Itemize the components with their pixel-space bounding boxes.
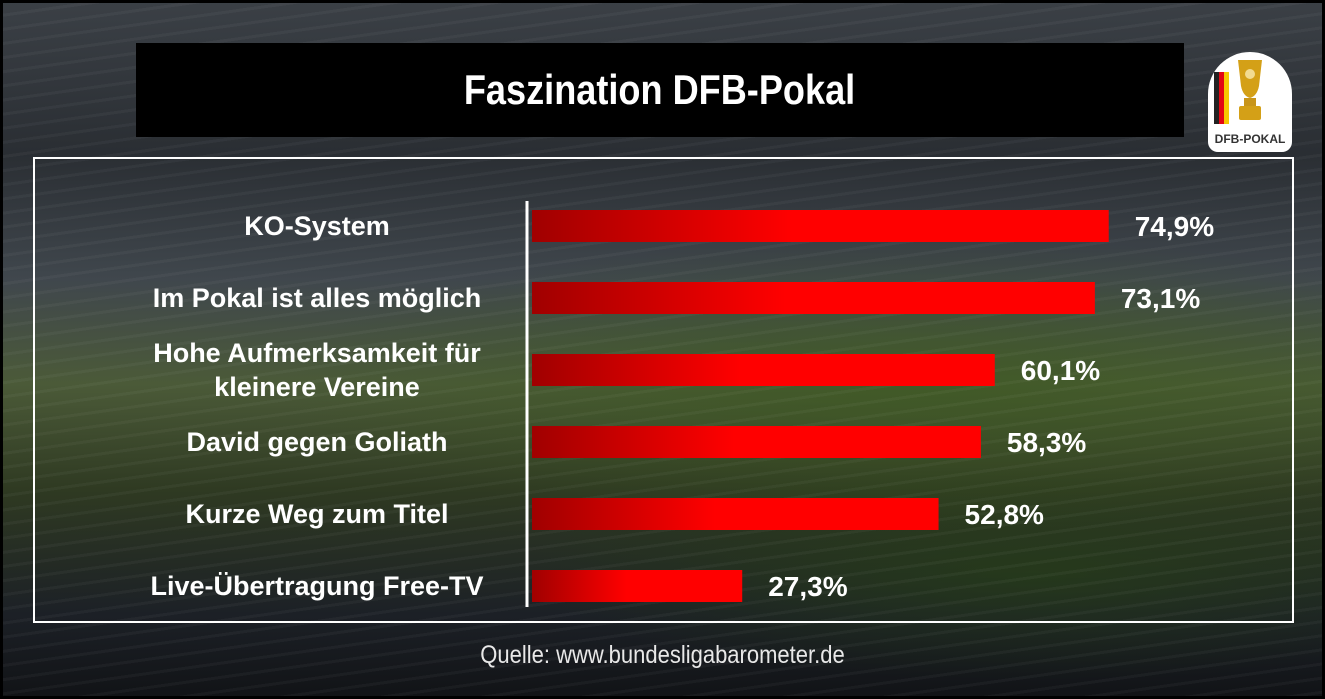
bar-chart: KO-System Im Pokal ist alles möglich Hohe … [150, 201, 1214, 607]
bar-5 [532, 570, 743, 602]
category-label: Im Pokal ist alles möglich [153, 283, 482, 313]
value-label: 60,1% [1021, 355, 1100, 386]
bar-1 [532, 282, 1095, 314]
value-label: 58,3% [1007, 427, 1086, 458]
category-label: KO-System [244, 211, 390, 241]
category-labels: KO-System Im Pokal ist alles möglich Hohe … [150, 211, 483, 601]
title-bar: Faszination DFB-Pokal [136, 43, 1184, 137]
bar-2 [532, 354, 995, 386]
dfb-pokal-trophy-icon [1214, 60, 1262, 124]
value-label: 74,9% [1135, 211, 1214, 242]
category-label: Kurze Weg zum Titel [185, 499, 448, 529]
category-label: David gegen Goliath [186, 427, 447, 457]
bars-group [532, 210, 1109, 602]
bar-0 [532, 210, 1109, 242]
logo-text: DFB-POKAL [1214, 132, 1286, 146]
value-labels: 74,9% 73,1% 60,1% 58,3% 52,8% 27,3% [768, 211, 1214, 602]
bar-4 [532, 498, 939, 530]
category-label: kleinere Vereine [214, 372, 420, 402]
category-label: Hohe Aufmerksamkeit für [153, 338, 481, 368]
value-label: 52,8% [965, 499, 1044, 530]
value-label: 27,3% [768, 571, 847, 602]
chart-frame: KO-System Im Pokal ist alles möglich Hohe … [33, 157, 1294, 623]
value-label: 73,1% [1121, 283, 1200, 314]
source-note: Quelle: www.bundesligabarometer.de [480, 641, 845, 669]
bar-3 [532, 426, 981, 458]
dfb-pokal-logo: DFB-POKAL [1208, 52, 1292, 152]
category-label: Live-Übertragung Free-TV [150, 571, 483, 601]
chart-title: Faszination DFB-Pokal [464, 66, 856, 113]
